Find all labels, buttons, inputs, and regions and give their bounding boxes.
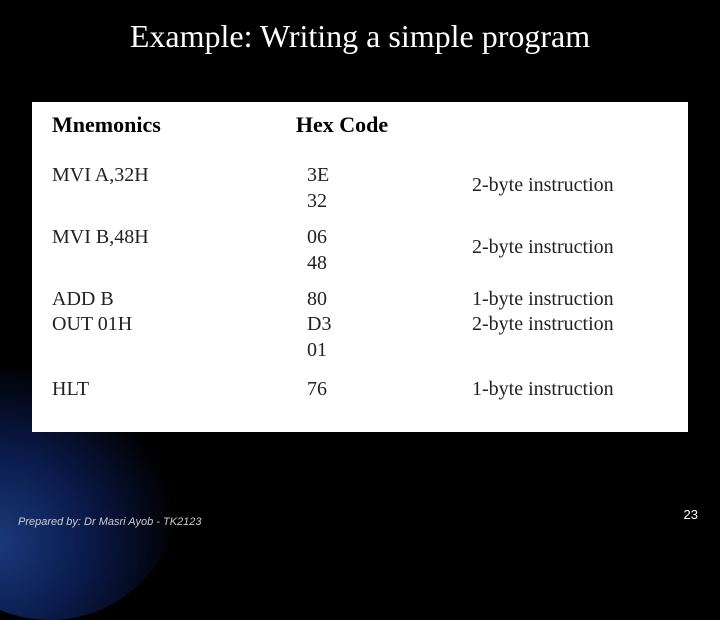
page-number: 23 <box>684 507 698 522</box>
hex-cell: 48 <box>307 252 327 275</box>
mnemonic-cell: MVI B,48H <box>52 226 149 249</box>
slide-title: Example: Writing a simple program <box>0 18 720 55</box>
mnemonic-cell: HLT <box>52 378 89 401</box>
mnemonic-cell: OUT 01H <box>52 313 132 336</box>
description-cell: 1-byte instruction <box>472 378 614 401</box>
table-header-row: Mnemonics Hex Code <box>52 112 668 138</box>
description-cell: 2-byte instruction <box>472 174 614 197</box>
hex-cell: 06 <box>307 226 327 249</box>
data-grid: MVI A,32H MVI B,48H ADD BOUT 01H HLT 3E 32 06 4… <box>52 146 668 416</box>
mnemonic-cell: MVI A,32H <box>52 164 149 187</box>
hex-cell: 32 <box>307 190 327 213</box>
header-mnemonics: Mnemonics <box>52 112 272 138</box>
description-cell: 2-byte instruction <box>472 236 614 259</box>
mnemonic-cell: ADD B <box>52 288 114 311</box>
header-hex: Hex Code <box>272 112 412 138</box>
hex-cell: 76 <box>307 378 327 401</box>
hex-cell: 01 <box>307 339 327 362</box>
description-cell: 1-byte instruction <box>472 288 614 311</box>
hex-cell: 3E <box>307 164 329 187</box>
hex-cell: D3 <box>307 313 331 336</box>
content-panel: Mnemonics Hex Code MVI A,32H MVI B,48H ADD… <box>32 102 688 432</box>
hex-cell: 80 <box>307 288 327 311</box>
footer-credit: Prepared by: Dr Masri Ayob - TK2123 <box>18 516 202 528</box>
description-cell: 2-byte instruction <box>472 313 614 336</box>
